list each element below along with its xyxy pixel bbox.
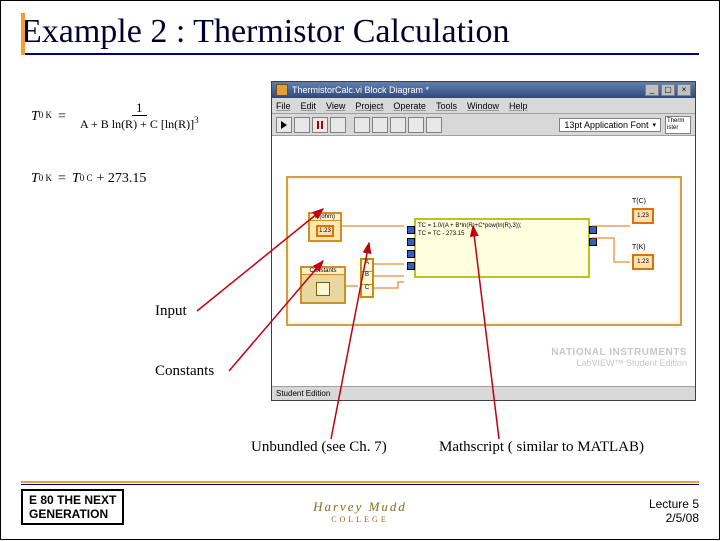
script-pin-TC xyxy=(589,226,597,234)
eq1-denominator: A + B ln(R) + C [ln(R)]3 xyxy=(76,116,203,131)
out-bot-val: 1.23 xyxy=(637,259,649,265)
menu-window[interactable]: Window xyxy=(467,101,499,111)
eq2-eq: = xyxy=(58,171,66,186)
watermark-line2: LabVIEW™ Student Edition xyxy=(551,358,687,368)
script-pin-C xyxy=(407,262,415,270)
window-title: ThermistorCalc.vi Block Diagram * xyxy=(292,85,429,95)
vi-icon-line2: ister xyxy=(667,125,689,132)
annotation-mathscript: Mathscript ( similar to MATLAB) xyxy=(439,439,644,456)
title-underline xyxy=(21,53,699,55)
out-top-terminal[interactable]: 1.23 xyxy=(632,208,654,224)
slide-title: Example 2 : Thermistor Calculation xyxy=(21,13,699,51)
step-into-button[interactable] xyxy=(390,117,406,133)
title-region: Example 2 : Thermistor Calculation xyxy=(21,13,699,55)
menu-edit[interactable]: Edit xyxy=(301,101,317,111)
cluster-icon xyxy=(316,282,330,296)
script-pin-R xyxy=(407,226,415,234)
slide: Example 2 : Thermistor Calculation T 0 K… xyxy=(0,0,720,540)
equation-1: T 0 K = 1 A + B ln(R) + C [ln(R)]3 xyxy=(31,101,207,131)
window-titlebar[interactable]: ThermistorCalc.vi Block Diagram * _ ▢ × xyxy=(272,82,695,98)
annotation-input: Input xyxy=(155,303,187,320)
menubar[interactable]: File Edit View Project Operate Tools Win… xyxy=(272,98,695,114)
minimize-button[interactable]: _ xyxy=(645,84,659,96)
equations-block: T 0 K = 1 A + B ln(R) + C [ln(R)]3 T 0 K… xyxy=(31,101,207,187)
eq1-den-sup: 3 xyxy=(194,115,199,125)
input-node-body: 1.23 xyxy=(310,221,340,240)
crest-mid: COLLEGE xyxy=(313,515,407,524)
vi-icon[interactable]: Therm ister xyxy=(665,116,691,134)
constants-node[interactable]: Constants xyxy=(300,266,346,304)
eq2-rhs-base: T xyxy=(72,171,80,186)
eq1-equals: = xyxy=(58,109,66,124)
vi-icon-line1: Therm xyxy=(667,118,689,125)
menu-view[interactable]: View xyxy=(326,101,345,111)
close-button[interactable]: × xyxy=(677,84,691,96)
script-pin-TK xyxy=(589,238,597,246)
unbundle-b: B xyxy=(362,272,372,284)
title-accent-bar xyxy=(21,13,25,55)
menu-file[interactable]: File xyxy=(276,101,291,111)
footer-crest: Harvey Mudd COLLEGE xyxy=(1,499,719,527)
eq2-lhs-base: T xyxy=(31,171,39,186)
unbundle-c: C xyxy=(362,285,372,296)
input-terminal: 1.23 xyxy=(316,225,334,237)
labview-window: ThermistorCalc.vi Block Diagram * _ ▢ × … xyxy=(271,81,696,401)
eq1-lhs-base: T xyxy=(31,109,39,124)
eq1-fraction: 1 A + B ln(R) + C [ln(R)]3 xyxy=(76,101,203,131)
script-line-1: TC = 1.0/(A + B*ln(R)+C*pow(ln(R),3)); xyxy=(418,222,586,230)
pause-button[interactable] xyxy=(330,117,346,133)
eq2-plus: + 273.15 xyxy=(97,171,147,186)
retain-wire-button[interactable] xyxy=(372,117,388,133)
step-out-button[interactable] xyxy=(426,117,442,133)
menu-project[interactable]: Project xyxy=(355,101,383,111)
ni-watermark: NATIONAL INSTRUMENTS LabVIEW™ Student Ed… xyxy=(551,347,687,368)
status-bar: Student Edition xyxy=(272,386,695,400)
out-top-val: 1.23 xyxy=(637,213,649,219)
watermark-line1: NATIONAL INSTRUMENTS xyxy=(551,347,687,358)
crest-top: Harvey Mudd xyxy=(313,499,407,515)
annotation-unbundled: Unbundled (see Ch. 7) xyxy=(251,439,387,456)
status-text: Student Edition xyxy=(276,389,330,398)
unbundle-node[interactable]: A B C xyxy=(360,258,374,298)
out-top-label: T(C) xyxy=(632,198,646,205)
abort-button[interactable] xyxy=(312,117,328,133)
eq1-numerator: 1 xyxy=(132,101,147,116)
footer-right: Lecture 5 2/5/08 xyxy=(649,497,699,525)
out-bot-terminal[interactable]: 1.23 xyxy=(632,254,654,270)
block-diagram-canvas[interactable]: R(ohm) 1.23 Constants A B C xyxy=(272,136,695,386)
menu-operate[interactable]: Operate xyxy=(393,101,426,111)
menu-help[interactable]: Help xyxy=(509,101,528,111)
footer-lecture: Lecture 5 xyxy=(649,497,699,511)
font-selector[interactable]: 13pt Application Font xyxy=(559,118,661,132)
constants-node-label: Constants xyxy=(302,268,344,275)
script-pin-A xyxy=(407,238,415,246)
menu-tools[interactable]: Tools xyxy=(436,101,457,111)
eq2-lhs-sup: 0 K xyxy=(39,174,52,184)
mathscript-node[interactable]: TC = 1.0/(A + B*ln(R)+C*pow(ln(R),3)); T… xyxy=(414,218,590,278)
eq1-lhs-sup: 0 K xyxy=(39,111,52,121)
script-line-2: TC = TC - 273.15 xyxy=(418,230,586,238)
input-node-label: R(ohm) xyxy=(310,214,340,221)
maximize-button[interactable]: ▢ xyxy=(661,84,675,96)
window-icon xyxy=(276,84,288,96)
eq1-den-text: A + B ln(R) + C [ln(R)] xyxy=(80,117,194,131)
equation-2: T 0 K = T 0 C + 273.15 xyxy=(31,171,207,186)
eq2-rhs-sup: 0 C xyxy=(80,174,93,184)
input-node[interactable]: R(ohm) 1.23 xyxy=(308,212,342,242)
footer-date: 2/5/08 xyxy=(649,511,699,525)
annotation-constants: Constants xyxy=(155,363,214,380)
run-continuous-button[interactable] xyxy=(294,117,310,133)
step-over-button[interactable] xyxy=(408,117,424,133)
run-button[interactable] xyxy=(276,117,292,133)
font-selector-label: 13pt Application Font xyxy=(564,120,648,130)
out-bot-label: T(K) xyxy=(632,244,646,251)
footer-rule xyxy=(21,481,699,483)
script-pin-B xyxy=(407,250,415,258)
constants-node-body xyxy=(302,275,344,302)
toolbar: 13pt Application Font Therm ister xyxy=(272,114,695,136)
highlight-button[interactable] xyxy=(354,117,370,133)
unbundle-a: A xyxy=(362,260,372,272)
